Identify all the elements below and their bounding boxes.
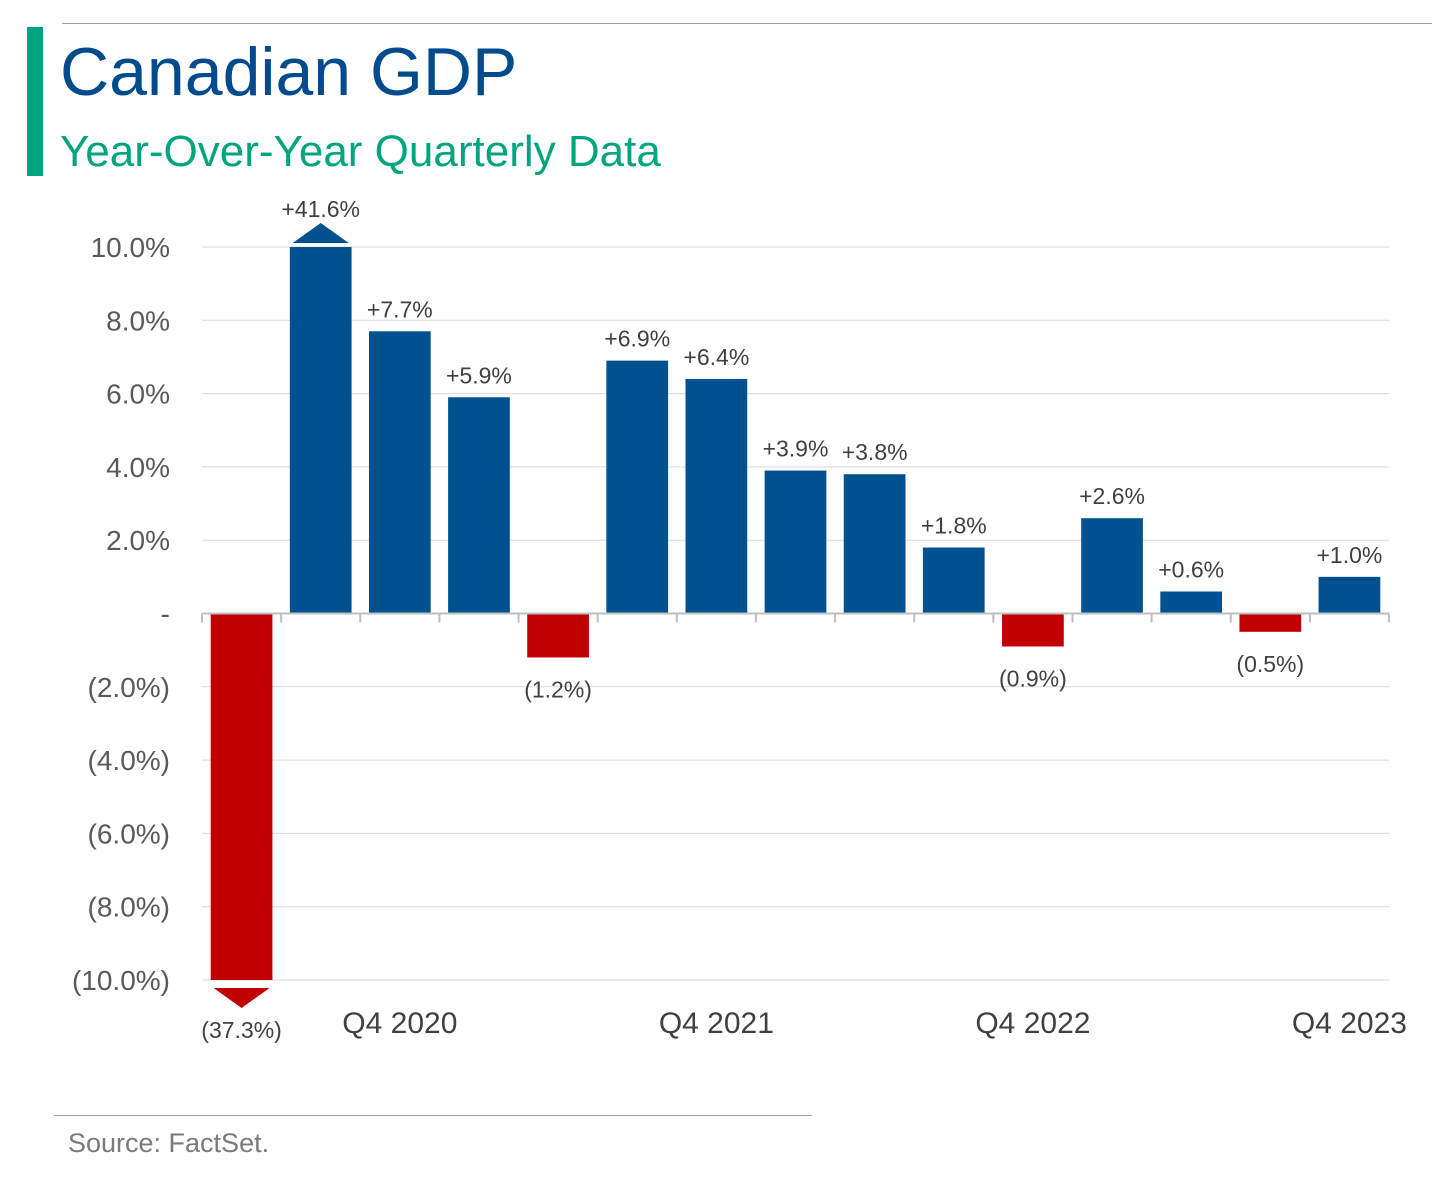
y-tick-label: - bbox=[161, 599, 170, 630]
top-rule bbox=[62, 23, 1432, 24]
y-tick-label: (6.0%) bbox=[88, 818, 170, 849]
y-tick-label: (8.0%) bbox=[88, 892, 170, 923]
bar bbox=[448, 397, 510, 614]
data-label: (37.3%) bbox=[201, 1017, 282, 1043]
y-tick-label: 6.0% bbox=[106, 379, 170, 410]
x-tick-label: Q4 2023 bbox=[1292, 1007, 1407, 1040]
bar bbox=[922, 547, 985, 614]
source-note: Source: FactSet. bbox=[68, 1128, 270, 1158]
bar bbox=[1002, 613, 1064, 647]
bar bbox=[1160, 591, 1223, 614]
data-label: +6.4% bbox=[683, 344, 749, 370]
data-label: +5.9% bbox=[446, 362, 512, 388]
bar bbox=[1081, 518, 1143, 614]
data-label: +0.6% bbox=[1158, 557, 1224, 583]
y-tick-label: 4.0% bbox=[106, 452, 170, 483]
data-label: +1.0% bbox=[1317, 542, 1383, 568]
y-tick-label: (2.0%) bbox=[88, 672, 170, 703]
bar bbox=[606, 360, 669, 614]
overflow-arrow-up bbox=[292, 223, 349, 243]
bar bbox=[527, 613, 589, 658]
bars bbox=[210, 223, 1381, 1008]
bar bbox=[764, 470, 827, 614]
data-label: +3.9% bbox=[763, 436, 829, 462]
bar bbox=[1239, 613, 1302, 632]
data-labels: (37.3%) +41.6% +7.7% +5.9% (1.2%) +6.9% +6.4% +… bbox=[201, 196, 1382, 1043]
y-tick-label: (4.0%) bbox=[88, 745, 170, 776]
data-label: +41.6% bbox=[281, 196, 360, 222]
bar bbox=[685, 378, 748, 614]
bar bbox=[1318, 576, 1381, 614]
x-axis: Q4 2020 Q4 2021 Q4 2022 Q4 2023 bbox=[201, 612, 1407, 1040]
x-tick-label: Q4 2022 bbox=[975, 1007, 1090, 1040]
data-label: (0.9%) bbox=[999, 665, 1067, 691]
chart-title: Canadian GDP bbox=[60, 34, 518, 110]
overflow-arrow-down bbox=[213, 988, 270, 1008]
chart-subtitle: Year-Over-Year Quarterly Data bbox=[60, 127, 661, 176]
title-accent-bar bbox=[27, 27, 43, 176]
bar bbox=[368, 331, 431, 614]
data-label: +1.8% bbox=[921, 513, 987, 539]
data-label: (1.2%) bbox=[524, 676, 592, 702]
data-label: +7.7% bbox=[367, 296, 433, 322]
source-rule bbox=[54, 1115, 812, 1116]
y-tick-label: (10.0%) bbox=[72, 965, 170, 996]
data-label: +6.9% bbox=[604, 326, 670, 352]
data-label: (0.5%) bbox=[1236, 651, 1304, 677]
x-tick-label: Q4 2020 bbox=[342, 1007, 457, 1040]
y-axis: 10.0% 8.0% 6.0% 4.0% 2.0% - (2.0%) (4.0%) (6.0%)… bbox=[72, 232, 170, 996]
bar bbox=[210, 613, 273, 980]
y-tick-label: 10.0% bbox=[91, 232, 170, 263]
y-tick-label: 2.0% bbox=[106, 525, 170, 556]
data-label: +2.6% bbox=[1079, 483, 1145, 509]
bar bbox=[843, 474, 906, 614]
y-tick-label: 8.0% bbox=[106, 305, 170, 336]
x-tick-label: Q4 2021 bbox=[659, 1007, 774, 1040]
bar bbox=[289, 247, 352, 614]
data-label: +3.8% bbox=[842, 439, 908, 465]
